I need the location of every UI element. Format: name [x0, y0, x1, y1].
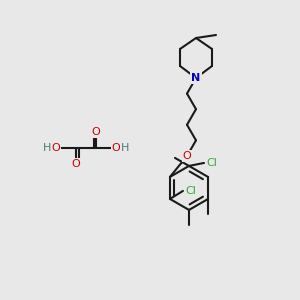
Text: N: N: [191, 73, 201, 83]
Text: Cl: Cl: [207, 158, 218, 168]
Text: O: O: [112, 143, 120, 153]
Text: H: H: [121, 143, 129, 153]
Text: O: O: [183, 151, 191, 161]
Text: O: O: [92, 127, 100, 137]
Text: H: H: [43, 143, 51, 153]
Text: O: O: [52, 143, 60, 153]
Text: Cl: Cl: [185, 186, 197, 196]
Text: O: O: [72, 159, 80, 169]
